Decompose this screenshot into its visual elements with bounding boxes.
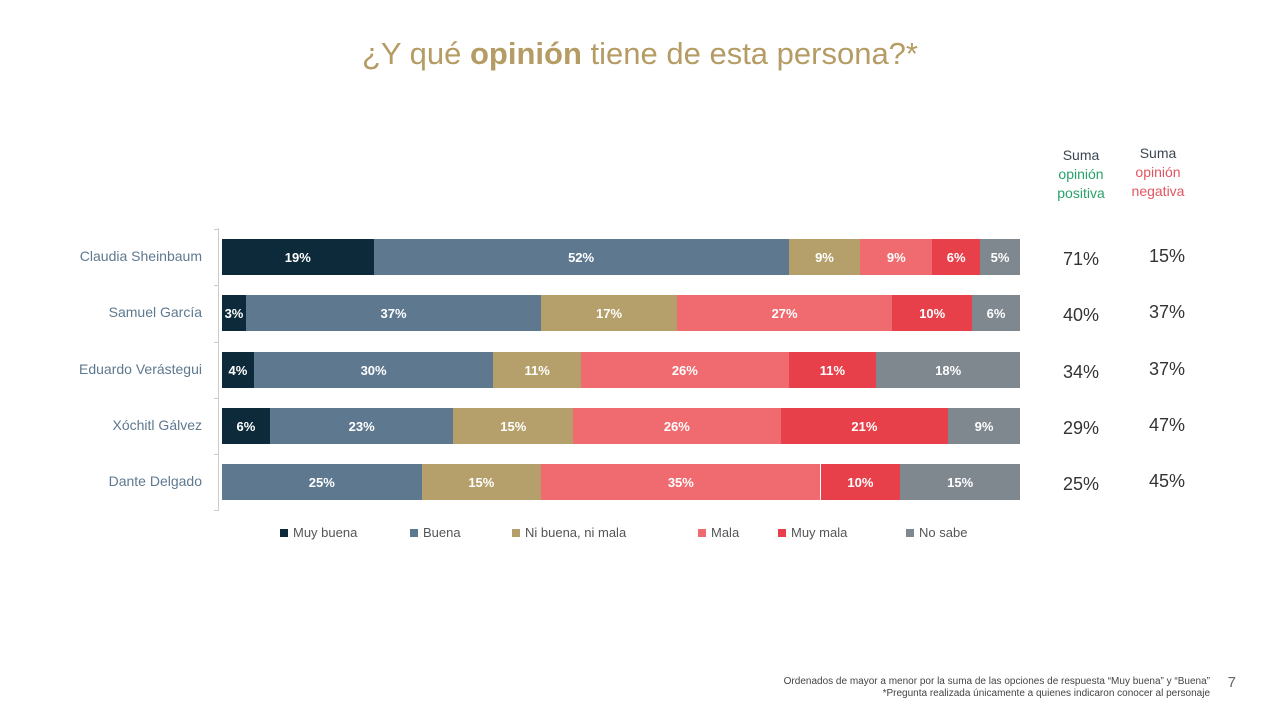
bar-segment-muy-buena: 6% bbox=[222, 408, 270, 444]
bar-segment-ni-buena-ni-mala: 11% bbox=[493, 352, 582, 388]
legend-swatch bbox=[280, 528, 288, 537]
legend-swatch bbox=[512, 528, 520, 537]
axis-tick bbox=[214, 510, 219, 511]
sum-negative-value: 15% bbox=[1148, 246, 1186, 266]
header-positive: Suma opinión positiva bbox=[1036, 146, 1126, 203]
bar-segment-ni-buena-ni-mala: 15% bbox=[453, 408, 574, 444]
bar-segment-muy-buena: 3% bbox=[222, 295, 246, 331]
bar-segment-muy-mala: 10% bbox=[820, 464, 901, 500]
legend-item: Buena bbox=[410, 525, 461, 540]
category-label: Claudia Sheinbaum bbox=[79, 248, 202, 264]
bar-segment-buena: 52% bbox=[373, 239, 789, 275]
axis-tick bbox=[214, 229, 219, 230]
sum-positive-value: 25% bbox=[1062, 474, 1100, 494]
bar-segment-muy-mala: 10% bbox=[892, 295, 973, 331]
title-post: tiene de esta persona?* bbox=[581, 36, 918, 71]
category-label: Samuel García bbox=[108, 304, 202, 320]
header-positive-l2: opinión bbox=[1058, 166, 1104, 182]
bar-segment-buena: 23% bbox=[269, 408, 454, 444]
legend-label: Buena bbox=[423, 525, 461, 540]
sum-negative-value: 37% bbox=[1148, 302, 1186, 322]
title-pre: ¿Y qué bbox=[361, 36, 470, 71]
header-positive-l3: positiva bbox=[1057, 185, 1105, 201]
bar-segment-mala: 9% bbox=[860, 239, 933, 275]
bar-segment-mala: 26% bbox=[573, 408, 781, 444]
header-positive-l1: Suma bbox=[1062, 147, 1100, 163]
bar-segment-mala: 35% bbox=[541, 464, 821, 500]
bar-segment-no-sabe: 18% bbox=[876, 352, 1020, 388]
bar-segment-mala: 27% bbox=[676, 295, 893, 331]
legend-swatch bbox=[906, 528, 914, 537]
bar-segment-no-sabe: 6% bbox=[972, 295, 1020, 331]
sum-negative-value: 47% bbox=[1148, 415, 1186, 435]
sum-positive-value: 29% bbox=[1062, 418, 1100, 438]
legend-label: No sabe bbox=[919, 525, 968, 540]
bar-segment-muy-mala: 6% bbox=[932, 239, 981, 275]
bar-segment-muy-buena: 4% bbox=[222, 352, 254, 388]
header-negative-l1: Suma bbox=[1139, 145, 1177, 161]
bar-segment-buena: 25% bbox=[222, 464, 422, 500]
bar-segment-no-sabe: 15% bbox=[900, 464, 1020, 500]
legend-item: No sabe bbox=[906, 525, 967, 540]
bar-segment-buena: 37% bbox=[245, 295, 542, 331]
legend-swatch bbox=[410, 528, 418, 537]
bar-segment-ni-buena-ni-mala: 17% bbox=[541, 295, 677, 331]
legend-item: Muy buena bbox=[280, 525, 357, 540]
category-label: Eduardo Verástegui bbox=[79, 361, 202, 377]
legend-item: Mala bbox=[698, 525, 739, 540]
category-label: Dante Delgado bbox=[108, 473, 202, 489]
axis-tick bbox=[214, 454, 219, 455]
bar-segment-buena: 30% bbox=[253, 352, 494, 388]
category-label: Xóchitl Gálvez bbox=[112, 417, 202, 433]
legend-label: Ni buena, ni mala bbox=[525, 525, 627, 540]
bar-segment-ni-buena-ni-mala: 15% bbox=[421, 464, 542, 500]
bar-segment-muy-buena: 19% bbox=[222, 239, 374, 275]
legend-swatch bbox=[778, 528, 786, 537]
title-bold: opinión bbox=[470, 36, 582, 71]
footnote-line1: Ordenados de mayor a menor por la suma d… bbox=[783, 676, 1210, 687]
footnote: Ordenados de mayor a menor por la suma d… bbox=[750, 676, 1210, 700]
page-number: 7 bbox=[1227, 674, 1236, 691]
page-title: ¿Y qué opinión tiene de esta persona?* bbox=[0, 36, 1280, 72]
bar-segment-mala: 26% bbox=[581, 352, 789, 388]
bar-segment-no-sabe: 9% bbox=[948, 408, 1020, 444]
axis-tick bbox=[214, 398, 219, 399]
sum-positive-value: 34% bbox=[1062, 362, 1100, 382]
legend-label: Muy buena bbox=[293, 525, 358, 540]
header-negative-l3: negativa bbox=[1131, 183, 1185, 199]
sum-positive-value: 71% bbox=[1062, 249, 1100, 269]
sum-negative-value: 37% bbox=[1148, 359, 1186, 379]
header-negative: Suma opinión negativa bbox=[1113, 144, 1203, 201]
bar-segment-ni-buena-ni-mala: 9% bbox=[788, 239, 861, 275]
legend-label: Muy mala bbox=[791, 525, 848, 540]
axis-tick bbox=[214, 285, 219, 286]
bar-segment-muy-mala: 11% bbox=[788, 352, 877, 388]
legend-item: Muy mala bbox=[778, 525, 847, 540]
legend-swatch bbox=[698, 528, 706, 537]
header-negative-l2: opinión bbox=[1135, 164, 1181, 180]
axis-tick bbox=[214, 342, 219, 343]
sum-positive-value: 40% bbox=[1062, 305, 1100, 325]
legend: Muy buena Buena Ni buena, ni mala Mala Muy m… bbox=[280, 525, 1040, 545]
bar-segment-no-sabe: 5% bbox=[980, 239, 1020, 275]
bar-segment-muy-mala: 21% bbox=[780, 408, 949, 444]
legend-item: Ni buena, ni mala bbox=[512, 525, 626, 540]
legend-label: Mala bbox=[711, 525, 740, 540]
footnote-line2: *Pregunta realizada únicamente a quienes… bbox=[882, 688, 1210, 699]
category-axis bbox=[218, 228, 219, 511]
sum-negative-value: 45% bbox=[1148, 471, 1186, 491]
